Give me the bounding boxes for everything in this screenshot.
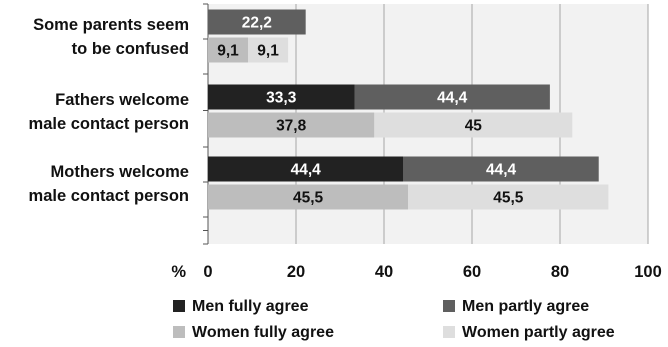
unit-label: %	[171, 263, 186, 281]
data-label: 37,8	[276, 118, 307, 135]
data-label: 45	[465, 118, 483, 135]
category-label: Some parents seem	[33, 16, 189, 34]
bar-segment	[354, 84, 550, 110]
bar-segment	[208, 156, 404, 182]
x-tick-labels: 0 20 40 60 80 100	[203, 263, 661, 281]
bar-segment	[208, 37, 249, 63]
x-tick-label: 100	[634, 263, 662, 281]
legend-label: Women fully agree	[192, 324, 334, 341]
data-label: 33,3	[266, 90, 297, 107]
bar-segment	[248, 37, 289, 63]
y-axis	[203, 3, 209, 245]
legend: Men fully agree Men partly agree Women ful…	[173, 298, 615, 341]
legend-label: Men fully agree	[192, 298, 309, 315]
x-tick-label: 60	[463, 263, 481, 281]
x-tick-label: 80	[551, 263, 569, 281]
category-labels: Some parents seem to be confused Fathers w…	[29, 16, 189, 205]
data-label: 45,5	[493, 190, 524, 207]
legend-swatch	[443, 300, 455, 312]
data-label: 44,4	[486, 162, 517, 179]
x-tick-label: 20	[287, 263, 305, 281]
legend-swatch	[173, 326, 185, 338]
category-label: male contact person	[29, 187, 189, 205]
data-label: 9,1	[257, 43, 279, 60]
data-label: 22,2	[242, 15, 272, 32]
x-tick-label: 0	[203, 263, 212, 281]
category-label: male contact person	[29, 115, 189, 133]
category-label: Fathers welcome	[55, 91, 189, 109]
legend-label: Men partly agree	[462, 298, 589, 315]
category-label: to be confused	[72, 40, 189, 58]
bar-segment	[208, 9, 306, 35]
bar-segment	[403, 156, 599, 182]
bar-segment	[208, 184, 409, 210]
bar-segment	[208, 84, 355, 110]
x-tick-label: 40	[375, 263, 393, 281]
legend-swatch	[443, 326, 455, 338]
category-label: Mothers welcome	[51, 163, 189, 181]
bar-segment	[374, 112, 573, 138]
bar-segment	[208, 112, 375, 138]
data-label: 9,1	[217, 43, 239, 60]
data-label: 44,4	[437, 90, 468, 107]
data-label: 44,4	[291, 162, 322, 179]
bar-segment	[408, 184, 609, 210]
data-label: 45,5	[293, 190, 324, 207]
legend-label: Women partly agree	[462, 324, 615, 341]
legend-swatch	[173, 300, 185, 312]
